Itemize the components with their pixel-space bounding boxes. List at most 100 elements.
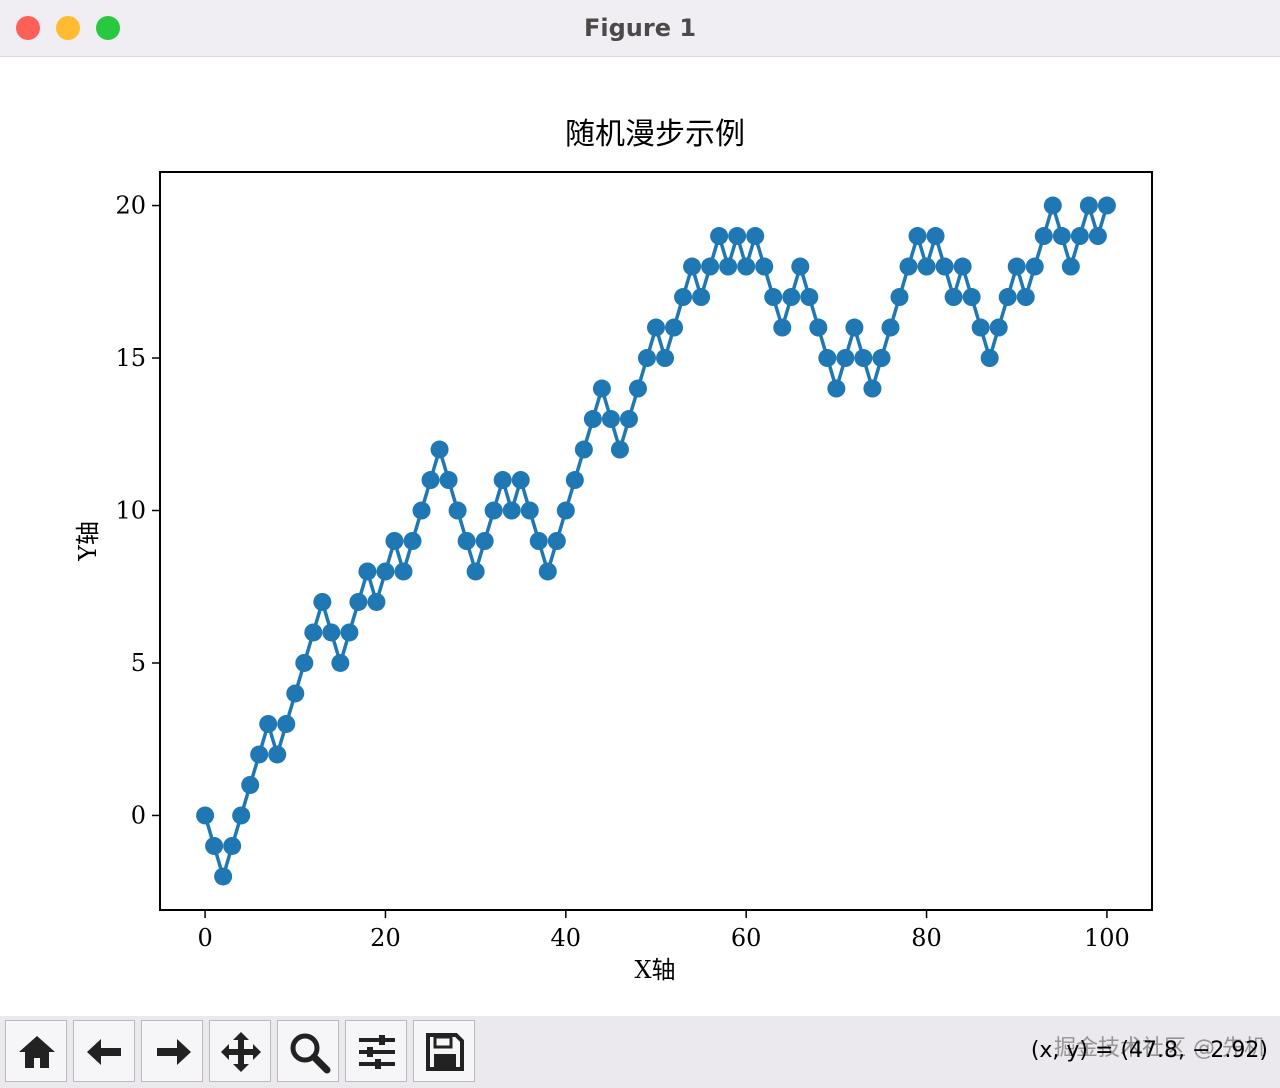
data-point [917, 257, 936, 276]
data-point [863, 379, 882, 398]
data-point [683, 257, 702, 276]
data-point [475, 532, 494, 550]
data-point [1079, 196, 1098, 215]
data-point [196, 806, 215, 825]
close-button[interactable] [16, 16, 40, 40]
data-point [376, 562, 395, 581]
data-point [755, 257, 774, 276]
zoom-tool-button[interactable] [277, 1020, 339, 1082]
data-point [998, 288, 1017, 307]
y-tick-label: 5 [131, 649, 146, 677]
data-point [845, 318, 864, 337]
data-point [908, 227, 927, 246]
data-point [800, 288, 819, 307]
x-tick-label: 80 [911, 924, 942, 952]
data-point [1070, 227, 1089, 246]
data-point [574, 440, 593, 459]
save-button[interactable] [413, 1020, 475, 1082]
data-point [899, 257, 918, 276]
x-tick-label: 60 [731, 924, 762, 952]
data-point [340, 623, 359, 642]
data-point [710, 227, 729, 246]
data-point [259, 714, 278, 733]
data-point [313, 592, 332, 611]
back-button[interactable] [73, 1020, 135, 1082]
plot-frame [159, 171, 1153, 911]
configure-button[interactable] [345, 1020, 407, 1082]
data-point [953, 257, 972, 276]
data-point [827, 379, 846, 398]
data-point [277, 714, 296, 733]
data-point [205, 836, 224, 855]
zoom-button[interactable] [96, 16, 120, 40]
toolbar: 掘金技术社区 @ 先机 (x, y) = (47.8, −2.92) [0, 1016, 1280, 1088]
data-point [944, 288, 963, 307]
data-point [367, 592, 386, 611]
data-point [1088, 227, 1107, 246]
data-point [782, 288, 801, 307]
data-point [692, 288, 711, 307]
data-point [854, 349, 873, 368]
data-point [286, 684, 305, 703]
data-point [674, 288, 693, 307]
data-point [403, 532, 422, 550]
data-point [619, 410, 638, 429]
forward-button[interactable] [141, 1020, 203, 1082]
data-point [304, 623, 323, 642]
x-axis-label: X轴 [634, 956, 675, 984]
data-point [637, 349, 656, 368]
data-point [980, 349, 999, 368]
data-point [962, 288, 981, 307]
data-point [592, 379, 611, 398]
x-tick-label: 0 [197, 924, 212, 952]
data-point [601, 410, 620, 429]
data-point [610, 440, 629, 459]
data-point [583, 410, 602, 429]
data-point [358, 562, 377, 581]
y-tick-label: 10 [115, 497, 146, 525]
data-point [430, 440, 449, 459]
x-tick-label: 40 [551, 924, 582, 952]
data-point [538, 562, 557, 581]
data-point [701, 257, 720, 276]
x-tick-label: 20 [370, 924, 401, 952]
data-point [809, 318, 828, 337]
y-tick-label: 15 [115, 344, 146, 372]
data-point [385, 532, 404, 550]
data-point [394, 562, 413, 581]
data-point [412, 501, 431, 520]
data-point [971, 318, 990, 337]
data-point [484, 501, 503, 520]
title-bar: Figure 1 [0, 0, 1280, 57]
data-point [349, 592, 368, 611]
chart: 随机漫步示例 X轴 Y轴 0 20 40 60 80 100 0 5 10 15 20 [74, 117, 1153, 984]
y-axis-label: Y轴 [74, 521, 102, 562]
minimize-button[interactable] [56, 16, 80, 40]
data-point [223, 836, 242, 855]
data-point [728, 227, 747, 246]
data-point [1025, 257, 1044, 276]
data-line [203, 203, 1109, 879]
data-point [764, 288, 783, 307]
pan-button[interactable] [209, 1020, 271, 1082]
home-button[interactable] [5, 1020, 67, 1082]
data-point [1061, 257, 1080, 276]
data-point [989, 318, 1008, 337]
data-point [656, 349, 675, 368]
data-point [628, 379, 647, 398]
data-point [1043, 196, 1062, 215]
data-point [836, 349, 855, 368]
data-point [890, 288, 909, 307]
window-title: Figure 1 [583, 14, 697, 42]
data-point [250, 745, 269, 764]
data-point [872, 349, 891, 368]
data-point [1007, 257, 1026, 276]
data-point [773, 318, 792, 337]
data-point [737, 257, 756, 276]
data-point [241, 775, 260, 794]
data-point [881, 318, 900, 337]
data-point [466, 562, 485, 581]
data-point [719, 257, 738, 276]
data-point [791, 257, 810, 276]
